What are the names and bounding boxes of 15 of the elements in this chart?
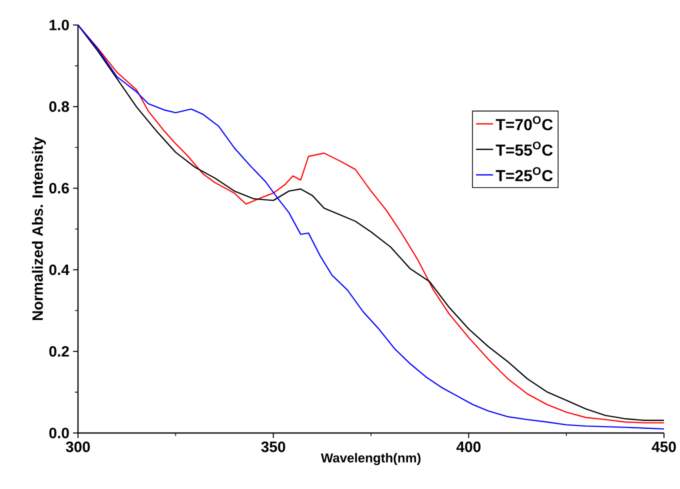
y-tick-label: 0.4 — [49, 264, 70, 276]
legend-label: T=55$^{O}$C — [496, 142, 553, 156]
y-tick-label: 0.0 — [49, 428, 69, 438]
x-tick-label: 450 — [652, 442, 676, 452]
x-tick-label: 300 — [66, 442, 90, 452]
legend-label: T=25$^{O}$C — [496, 167, 553, 182]
y-tick-label: 0.6 — [49, 182, 69, 194]
y-axis-title: Normalized Abs. Intensity — [32, 137, 46, 320]
legend-label: T=70$^{O}$C — [496, 116, 553, 130]
y-tick-label: 0.2 — [49, 346, 69, 357]
x-tick-label: 350 — [261, 442, 286, 452]
y-tick-label: 0.8 — [49, 101, 70, 112]
y-tick-label: 1.0 — [50, 20, 69, 30]
x-axis-title: Wavelength(nm) — [320, 452, 420, 466]
x-tick-label: 400 — [456, 442, 481, 452]
